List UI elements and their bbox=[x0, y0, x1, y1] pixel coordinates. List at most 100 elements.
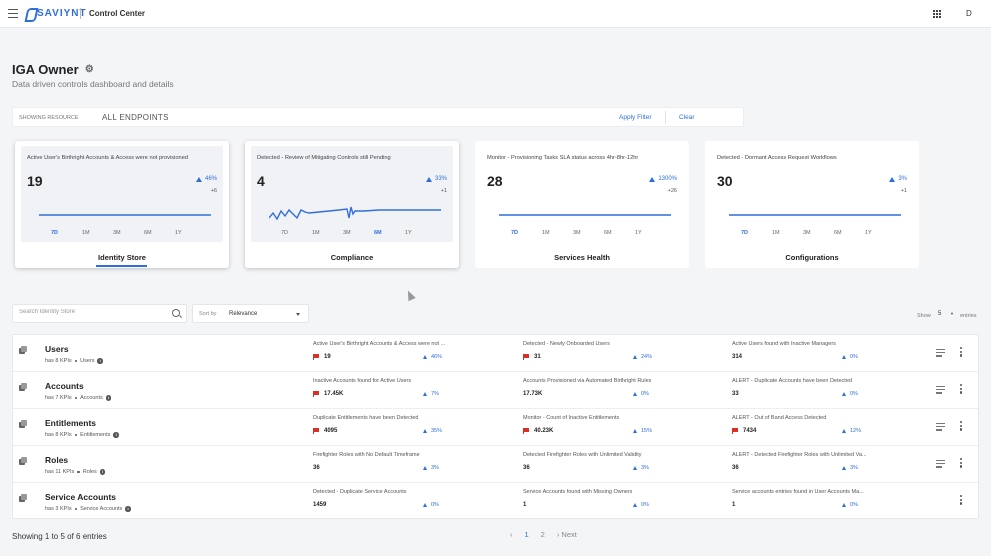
page-1-button[interactable]: 1 bbox=[524, 530, 529, 539]
row-kpi[interactable]: ALERT - Duplicate Accounts have been Det… bbox=[732, 378, 922, 406]
more-options-icon[interactable] bbox=[960, 347, 963, 358]
row-kpi-change-pct: 3% bbox=[850, 465, 858, 471]
period-6m-button[interactable]: 6M bbox=[604, 230, 612, 236]
period-1m-button[interactable]: 1M bbox=[772, 230, 780, 236]
next-page-button[interactable]: › Next bbox=[556, 530, 577, 539]
saviynt-logo[interactable]: SAVIYNT bbox=[26, 7, 87, 19]
period-7d-button[interactable]: 7D bbox=[741, 230, 749, 236]
kpi-category-label: Configurations bbox=[785, 253, 839, 262]
more-options-icon[interactable] bbox=[960, 458, 963, 469]
info-icon[interactable]: i bbox=[125, 506, 131, 512]
kpi-card-configurations[interactable]: Detected - Dormant Access Request Workfl… bbox=[705, 141, 919, 268]
row-kpi[interactable]: Monitor - Count of Inactive Entitlements… bbox=[523, 415, 713, 443]
period-6m-button[interactable]: 6M bbox=[144, 230, 152, 236]
row-kpi-title: Detected - Newly Onboarded Users bbox=[523, 341, 610, 347]
avatar[interactable]: D bbox=[966, 9, 972, 18]
menu-icon[interactable] bbox=[8, 9, 18, 18]
kpi-card-services-health[interactable]: Monitor - Provisioning Tasks SLA status … bbox=[475, 141, 689, 268]
sort-select[interactable]: Sort by Relevance bbox=[192, 304, 309, 323]
more-options-icon[interactable] bbox=[960, 384, 963, 395]
row-kpi-number: 36 bbox=[523, 465, 530, 471]
table-row[interactable]: Service Accounts has 3 KPIs Service Acco… bbox=[13, 483, 978, 520]
period-1y-button[interactable]: 1Y bbox=[405, 230, 412, 236]
table-row[interactable]: Users has 8 KPIs Users i Active User's B… bbox=[13, 335, 978, 372]
resource-filter-select[interactable]: ALL ENDPOINTS bbox=[102, 113, 169, 122]
dot-separator bbox=[74, 433, 78, 437]
info-icon[interactable]: i bbox=[105, 395, 112, 401]
apply-filter-button[interactable]: Apply Filter bbox=[619, 114, 652, 121]
row-kpi-change-pct: 0% bbox=[850, 502, 858, 508]
prev-page-button[interactable]: ‹ bbox=[510, 530, 513, 539]
row-kpi[interactable]: Inactive Accounts found for Active Users… bbox=[313, 378, 503, 406]
row-kpi-title: Monitor - Count of Inactive Entitlements bbox=[523, 415, 620, 421]
row-kpi[interactable]: Accounts Provisioned via Automated Birth… bbox=[523, 378, 713, 406]
period-1m-button[interactable]: 1M bbox=[542, 230, 550, 236]
list-view-icon[interactable] bbox=[936, 386, 945, 394]
period-1y-button[interactable]: 1Y bbox=[635, 230, 642, 236]
row-kpi[interactable]: Active User's Birthright Accounts & Acce… bbox=[313, 341, 503, 369]
trend-up-icon bbox=[633, 355, 637, 359]
period-1m-button[interactable]: 1M bbox=[312, 230, 320, 236]
list-view-icon[interactable] bbox=[936, 460, 945, 468]
row-resource-name[interactable]: Accounts bbox=[45, 381, 84, 391]
table-row[interactable]: Accounts has 7 KPIs Accounts i Inactive … bbox=[13, 372, 978, 409]
period-1y-button[interactable]: 1Y bbox=[865, 230, 872, 236]
page-size-select[interactable]: 5 bbox=[938, 311, 942, 317]
row-kpi-number: 1 bbox=[732, 502, 736, 508]
table-row[interactable]: Roles has 11 KPIs Roles i Firefighter Ro… bbox=[13, 446, 978, 483]
row-resource-name[interactable]: Users bbox=[45, 344, 69, 354]
period-7d-button[interactable]: 7D bbox=[281, 230, 289, 236]
row-kpi[interactable]: Detected - Newly Onboarded Users 31 24% bbox=[523, 341, 713, 369]
table-row[interactable]: Entitlements has 8 KPIs Entitlements i D… bbox=[13, 409, 978, 446]
list-view-icon[interactable] bbox=[936, 349, 945, 357]
row-kpi[interactable]: Service Accounts found with Missing Owne… bbox=[523, 489, 713, 517]
flag-icon bbox=[523, 354, 530, 360]
search-icon[interactable] bbox=[172, 309, 180, 317]
row-kpi[interactable]: ALERT - Detected Firefighter Roles with … bbox=[732, 452, 922, 480]
search-input[interactable] bbox=[19, 309, 169, 315]
period-6m-button[interactable]: 6M bbox=[834, 230, 842, 236]
clear-filter-button[interactable]: Clear bbox=[679, 114, 695, 121]
period-1y-button[interactable]: 1Y bbox=[175, 230, 182, 236]
more-options-icon[interactable] bbox=[960, 421, 963, 432]
resource-table: Users has 8 KPIs Users i Active User's B… bbox=[12, 334, 979, 519]
period-1m-button[interactable]: 1M bbox=[82, 230, 90, 236]
period-7d-button[interactable]: 7D bbox=[511, 230, 519, 236]
period-3m-button[interactable]: 3M bbox=[573, 230, 581, 236]
apps-grid-icon[interactable] bbox=[933, 10, 941, 18]
row-kpi[interactable]: Detected - Duplicate Service Accounts 14… bbox=[313, 489, 503, 517]
period-3m-button[interactable]: 3M bbox=[113, 230, 121, 236]
info-icon[interactable]: i bbox=[99, 469, 106, 475]
row-kpi[interactable]: Service accounts entries found in User A… bbox=[732, 489, 922, 517]
info-icon[interactable]: i bbox=[113, 432, 119, 438]
info-icon[interactable]: i bbox=[97, 358, 103, 364]
mouse-cursor-icon bbox=[404, 288, 416, 302]
page-2-button[interactable]: 2 bbox=[540, 530, 545, 539]
list-view-icon[interactable] bbox=[936, 423, 945, 431]
row-kpi-value: 314 bbox=[732, 354, 742, 360]
period-3m-button[interactable]: 3M bbox=[803, 230, 811, 236]
row-kpi[interactable]: ALERT - Out of Band Access Detected 7434… bbox=[732, 415, 922, 443]
more-options-icon[interactable] bbox=[960, 495, 963, 506]
row-resource-name[interactable]: Entitlements bbox=[45, 418, 97, 428]
row-kpi-number: 36 bbox=[732, 465, 739, 471]
kpi-title: Active User's Birthright Accounts & Acce… bbox=[27, 155, 189, 161]
pagination: ‹ 1 2 › Next bbox=[510, 530, 589, 539]
row-kpi[interactable]: Duplicate Entitlements have been Detecte… bbox=[313, 415, 503, 443]
row-kpi[interactable]: Active Users found with Inactive Manager… bbox=[732, 341, 922, 369]
caret-down-icon[interactable]: ▼ bbox=[950, 311, 954, 316]
row-kpi-value: 40.23K bbox=[523, 428, 553, 434]
period-6m-button[interactable]: 6M bbox=[374, 230, 382, 236]
trend-up-icon bbox=[842, 429, 846, 433]
row-resource-name[interactable]: Service Accounts bbox=[45, 492, 117, 502]
row-kpi[interactable]: Detected Firefighter Roles with Unlimite… bbox=[523, 452, 713, 480]
period-7d-button[interactable]: 7D bbox=[51, 230, 59, 236]
trend-up-icon bbox=[423, 503, 427, 507]
row-resource-name[interactable]: Roles bbox=[45, 455, 69, 465]
gear-icon[interactable]: ⚙ bbox=[84, 64, 94, 75]
kpi-card-identity-store[interactable]: Active User's Birthright Accounts & Acce… bbox=[15, 141, 229, 268]
kpi-card-compliance[interactable]: Detected - Review of Mitigating Controls… bbox=[245, 141, 459, 268]
period-3m-button[interactable]: 3M bbox=[343, 230, 351, 236]
kpi-card-body: Detected - Dormant Access Request Workfl… bbox=[711, 146, 913, 242]
row-kpi[interactable]: Firefighter Roles with No Default Timefr… bbox=[313, 452, 503, 480]
